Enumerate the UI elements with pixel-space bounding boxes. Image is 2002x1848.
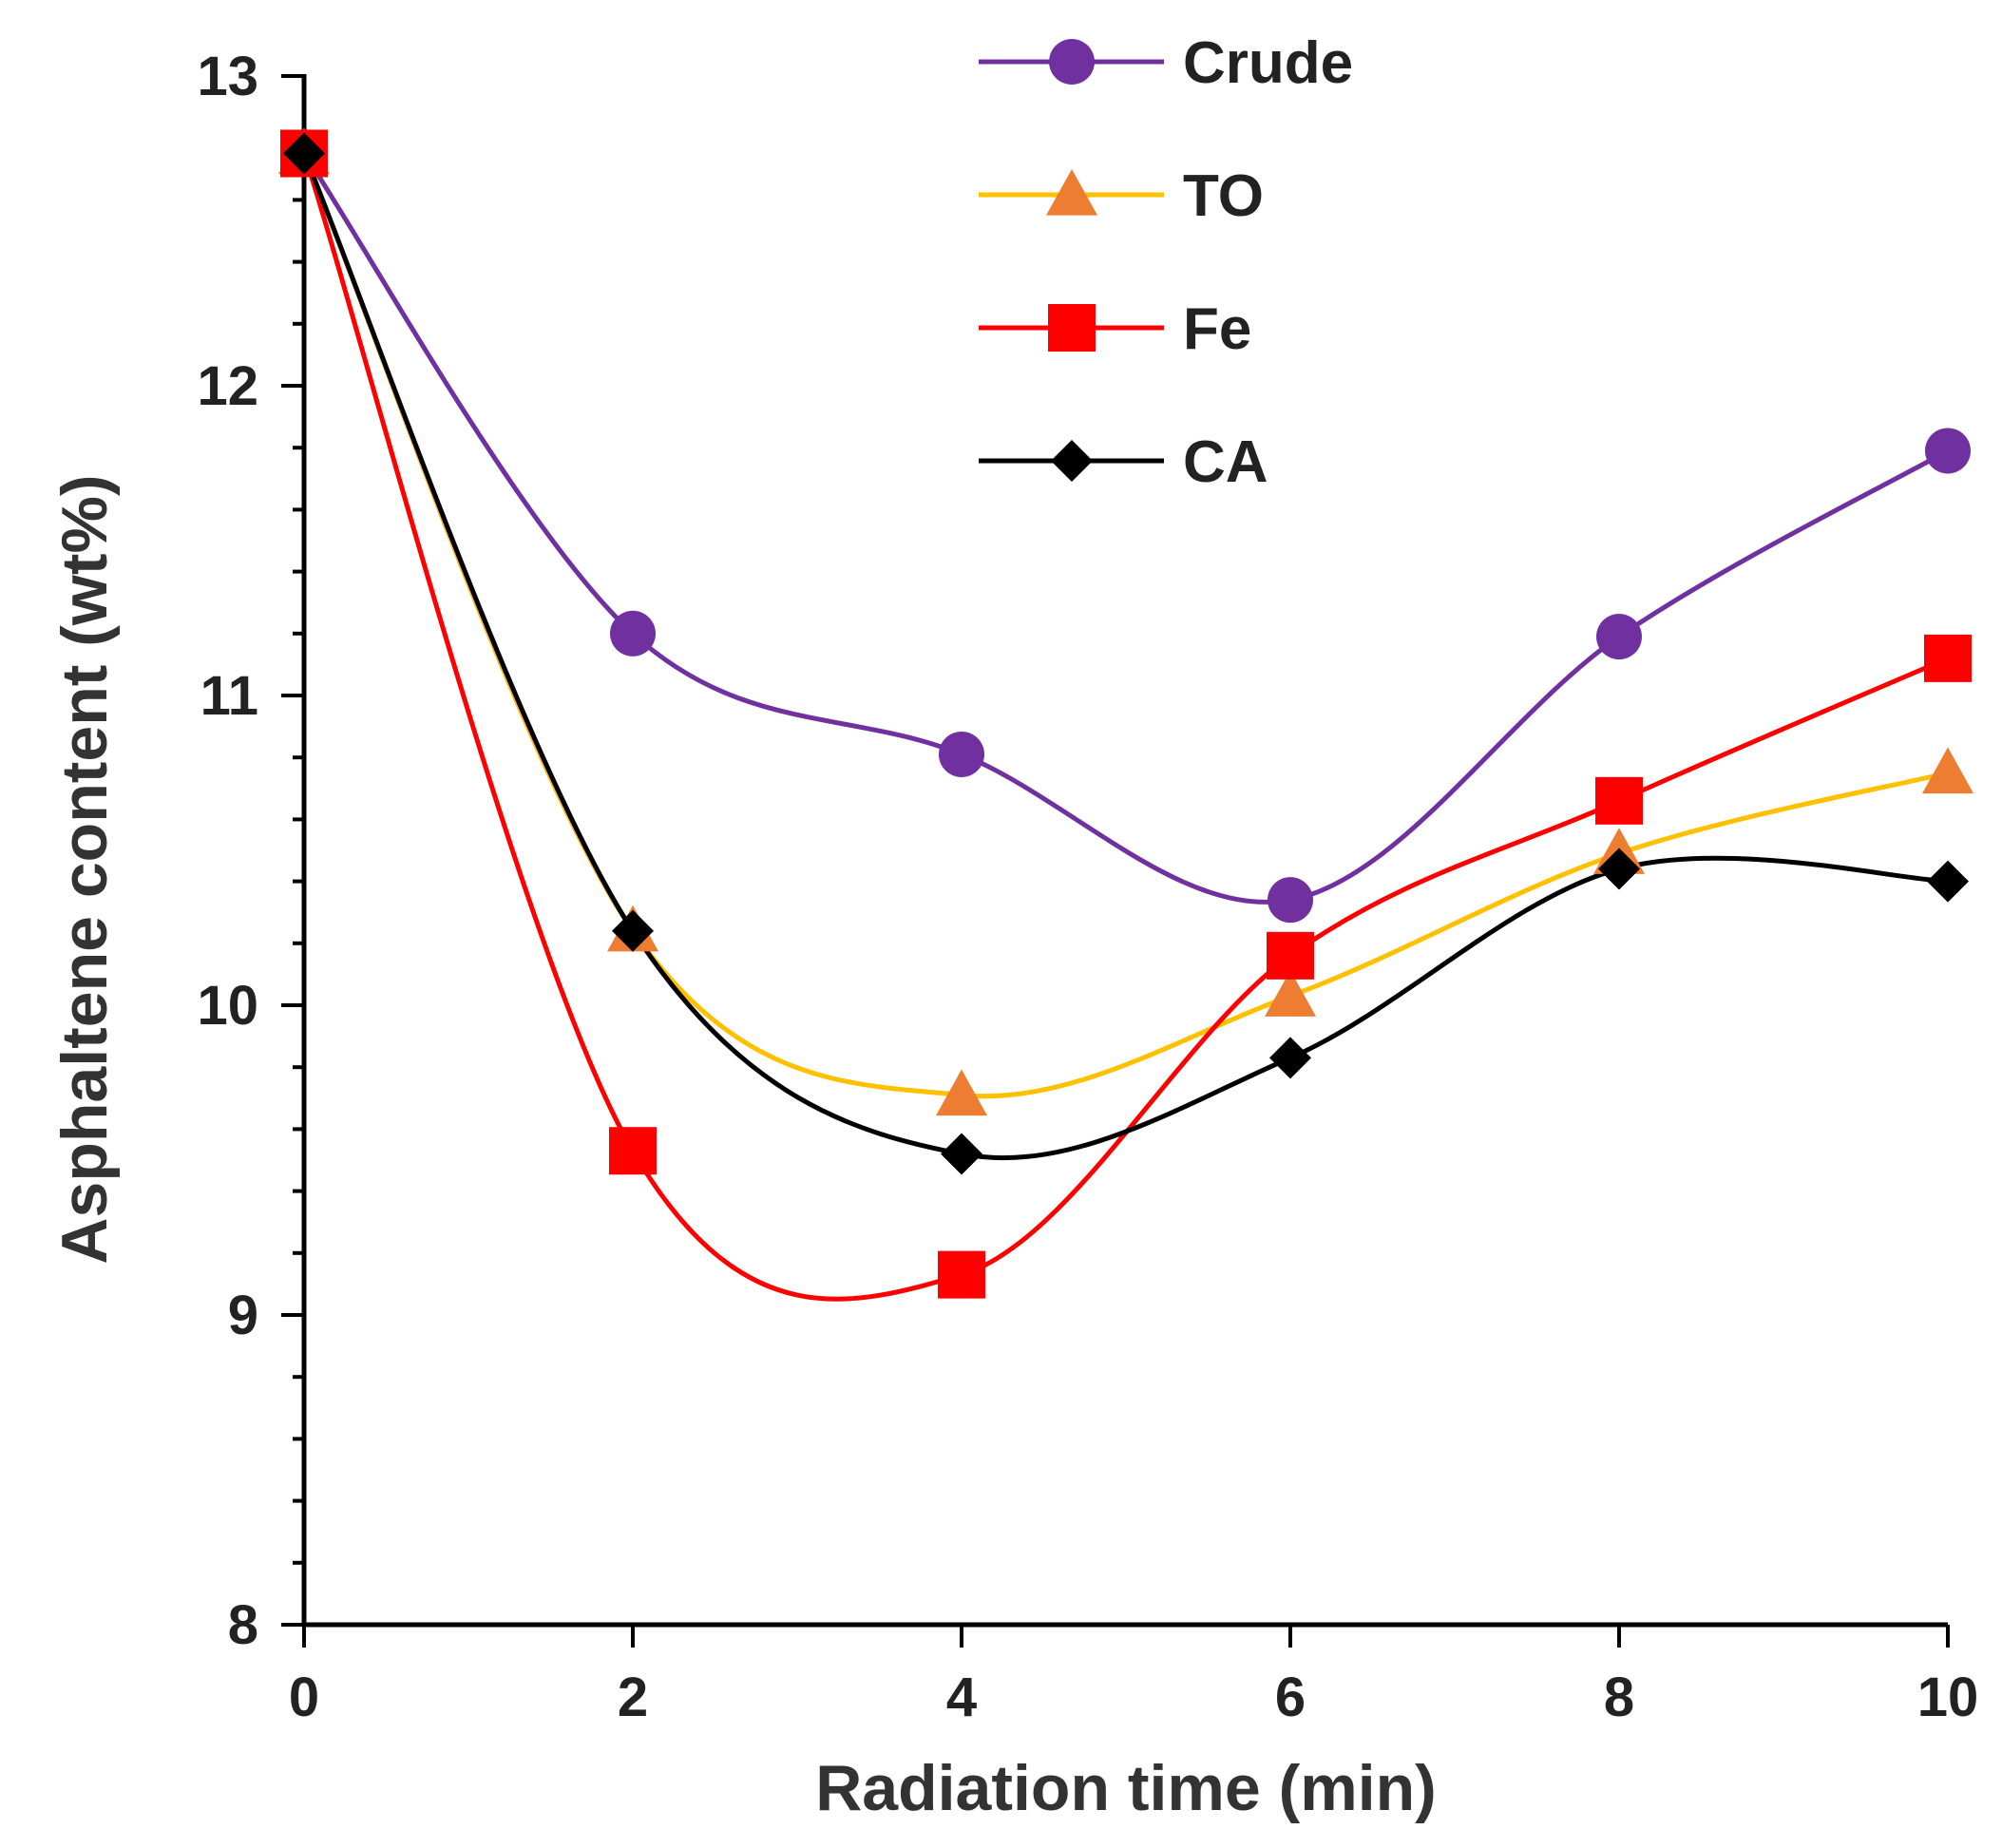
series-line-ca: [301, 151, 1951, 1160]
x-tick-label: 4: [946, 1667, 977, 1728]
y-tick-label: 9: [228, 1285, 258, 1346]
data-point-to: [1922, 747, 1973, 794]
ticks: 8 9 10 11 12 13 0 2 4 6 8 10: [197, 46, 1978, 1728]
y-tick-label: 12: [197, 355, 258, 417]
legend-marker-to: [1046, 169, 1097, 216]
y-tick-label: 10: [197, 975, 258, 1037]
legend-label-ca: CA: [1183, 429, 1268, 495]
data-point-fe: [1267, 931, 1314, 980]
data-point-crude: [610, 610, 656, 657]
markers: [278, 127, 1973, 1299]
data-point-crude: [1596, 614, 1642, 660]
x-tick-label: 8: [1604, 1667, 1634, 1728]
legend-marker-fe: [1048, 304, 1096, 352]
legend-marker-ca: [1051, 440, 1093, 482]
data-point-fe: [938, 1250, 985, 1299]
data-point-fe: [1924, 634, 1972, 682]
data-point-fe: [609, 1127, 657, 1175]
legend-label-to: TO: [1183, 163, 1264, 229]
x-tick-label: 10: [1917, 1667, 1979, 1728]
axes: [301, 74, 1948, 1628]
data-point-ca: [612, 909, 654, 952]
x-axis-title: Radiation time (min): [815, 1752, 1437, 1824]
data-point-to: [1265, 970, 1316, 1017]
legend-marker-crude: [1049, 39, 1095, 85]
data-point-ca: [941, 1133, 982, 1175]
data-point-crude: [939, 731, 984, 777]
data-point-ca: [1269, 1037, 1311, 1079]
series-line-fe: [301, 151, 1951, 1302]
series-layer: [301, 151, 1951, 1302]
data-point-crude: [1925, 428, 1971, 474]
data-point-to: [936, 1069, 987, 1116]
data-point-fe: [1595, 776, 1643, 825]
y-axis-title: Asphaltene content (wt%): [48, 474, 121, 1264]
data-point-crude: [1268, 877, 1313, 924]
data-point-ca: [1598, 848, 1640, 890]
x-tick-label: 0: [289, 1667, 319, 1728]
x-tick-label: 2: [618, 1667, 648, 1728]
data-point-ca: [283, 132, 325, 175]
y-tick-label: 11: [200, 665, 258, 727]
legend-label-crude: Crude: [1183, 30, 1353, 96]
legend-label-fe: Fe: [1183, 296, 1251, 362]
data-point-ca: [1927, 860, 1969, 903]
legend: Crude TO Fe CA: [979, 30, 1353, 495]
y-tick-label: 8: [228, 1594, 258, 1656]
x-tick-label: 6: [1275, 1667, 1306, 1728]
y-tick-label: 13: [197, 46, 258, 107]
series-line-crude: [301, 151, 1951, 905]
